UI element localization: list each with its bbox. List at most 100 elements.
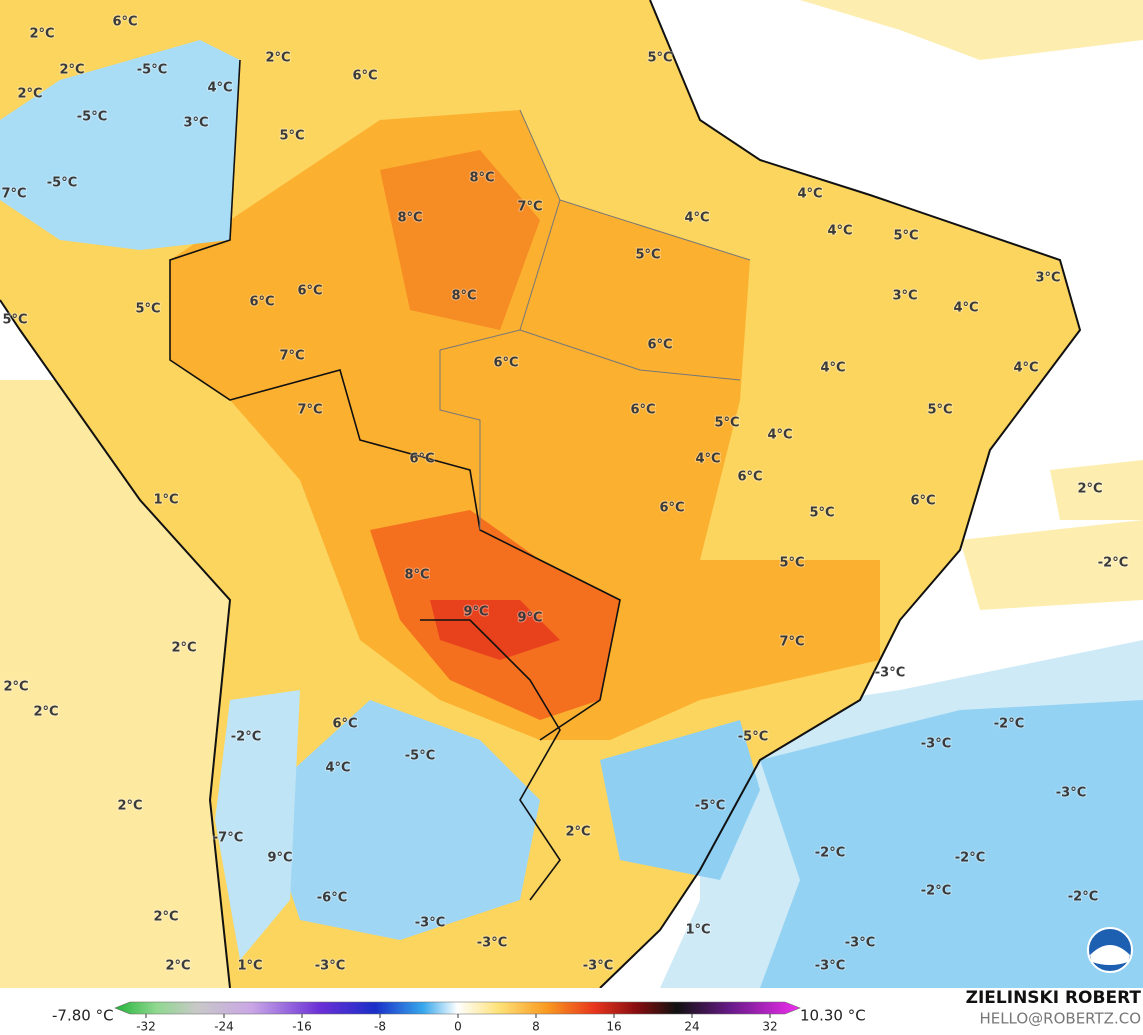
temperature-label: -5°C: [695, 799, 725, 814]
temperature-label: 1°C: [685, 923, 710, 938]
temperature-label: 4°C: [695, 452, 720, 467]
temperature-label: 7°C: [279, 349, 304, 364]
temperature-label: 3°C: [1035, 271, 1060, 286]
temperature-label: 1°C: [153, 493, 178, 508]
temperature-label: 2°C: [33, 705, 58, 720]
colorbar-ramp: [114, 1001, 801, 1015]
temperature-label: 2°C: [3, 680, 28, 695]
temperature-label: 5°C: [893, 229, 918, 244]
temperature-label: -2°C: [815, 846, 845, 861]
colorbar-tick-label: 16: [606, 1020, 621, 1034]
temperature-label: 2°C: [165, 959, 190, 974]
colorbar-tick-label: -32: [136, 1020, 156, 1034]
temperature-label: -7°C: [213, 831, 243, 846]
temperature-label: -2°C: [921, 884, 951, 899]
temperature-label: 6°C: [737, 470, 762, 485]
temperature-label: 5°C: [635, 248, 660, 263]
temperature-label: 2°C: [1077, 482, 1102, 497]
temperature-label: -2°C: [994, 717, 1024, 732]
temperature-label: 4°C: [767, 428, 792, 443]
temperature-label: 5°C: [2, 313, 27, 328]
temperature-label: 7°C: [517, 200, 542, 215]
temperature-label: 7°C: [297, 403, 322, 418]
temperature-label: 6°C: [112, 15, 137, 30]
noaa-logo-bird: [1090, 945, 1130, 965]
temperature-label: -3°C: [315, 959, 345, 974]
temperature-label: 8°C: [397, 211, 422, 226]
temperature-label: 6°C: [409, 452, 434, 467]
temperature-label: 2°C: [29, 27, 54, 42]
temperature-label: 8°C: [469, 171, 494, 186]
temperature-label: 6°C: [630, 403, 655, 418]
temperature-label: 1°C: [237, 959, 262, 974]
colorbar-min-label: -7.80 °C: [52, 1007, 114, 1025]
temperature-label: -5°C: [77, 110, 107, 125]
colorbar-tick-label: -16: [292, 1020, 312, 1034]
temperature-label: 3°C: [183, 116, 208, 131]
temperature-label: -5°C: [137, 63, 167, 78]
temperature-label: 4°C: [797, 187, 822, 202]
temperature-label: -3°C: [845, 936, 875, 951]
temperature-label: 5°C: [647, 51, 672, 66]
temperature-label: -3°C: [815, 959, 845, 974]
temperature-label: 5°C: [135, 302, 160, 317]
credits: ZIELINSKI ROBERT HELLO@ROBERTZ.CO: [966, 927, 1142, 1028]
temperature-label: -3°C: [875, 666, 905, 681]
temperature-label: 4°C: [820, 361, 845, 376]
credit-author: ZIELINSKI ROBERT: [966, 988, 1142, 1008]
temperature-label: 5°C: [809, 506, 834, 521]
temperature-label: 2°C: [59, 63, 84, 78]
temperature-label: -5°C: [738, 730, 768, 745]
colorbar-tick-label: 8: [532, 1020, 540, 1034]
temperature-label: 6°C: [352, 69, 377, 84]
temperature-label: -2°C: [1068, 890, 1098, 905]
credit-contact: HELLO@ROBERTZ.CO: [979, 1010, 1141, 1028]
colorbar-tick-label: 24: [684, 1020, 699, 1034]
temperature-label: 7°C: [1, 187, 26, 202]
temperature-label: 6°C: [659, 501, 684, 516]
temperature-label: 2°C: [17, 87, 42, 102]
temperature-label: 4°C: [684, 211, 709, 226]
temperature-label: 4°C: [827, 224, 852, 239]
temperature-label: 2°C: [565, 825, 590, 840]
colorbar-tick-label: 32: [762, 1020, 777, 1034]
colorbar-tick-label: 0: [454, 1020, 462, 1034]
colorbar: -7.80 °C 10.30 °C -32 -24 -16 -8 0 8 16 24 32: [0, 988, 1143, 1035]
temperature-labels: 6°C 2°C 2°C -5°C 4°C 2°C 6°C 2°C -5°C 3°C 5°C 5°C -5…: [0, 14, 1129, 975]
temperature-label: 6°C: [910, 494, 935, 509]
temperature-label: 9°C: [463, 605, 488, 620]
temperature-label: 8°C: [451, 289, 476, 304]
temperature-label: -3°C: [415, 916, 445, 931]
temperature-label: -3°C: [477, 936, 507, 951]
temperature-label: 5°C: [927, 403, 952, 418]
temperature-label: 6°C: [332, 717, 357, 732]
temperature-label: 2°C: [265, 51, 290, 66]
colorbar-tick-label: -24: [214, 1020, 234, 1034]
temperature-label: -2°C: [955, 851, 985, 866]
map-background: [0, 0, 1143, 989]
temperature-label: 5°C: [779, 556, 804, 571]
temperature-label: -3°C: [583, 959, 613, 974]
temperature-label: 4°C: [953, 301, 978, 316]
temperature-label: -5°C: [405, 749, 435, 764]
temperature-label: 7°C: [779, 635, 804, 650]
temperature-label: 9°C: [517, 611, 542, 626]
temperature-label: 4°C: [325, 761, 350, 776]
temperature-label: 6°C: [249, 295, 274, 310]
temperature-label: 6°C: [493, 356, 518, 371]
temperature-label: 5°C: [714, 416, 739, 431]
temperature-label: -5°C: [47, 176, 77, 191]
temperature-label: -2°C: [1098, 556, 1128, 571]
temperature-label: 2°C: [171, 641, 196, 656]
temperature-label: -3°C: [921, 737, 951, 752]
temperature-label: -3°C: [1056, 786, 1086, 801]
temperature-label: 4°C: [1013, 361, 1038, 376]
temperature-label: 2°C: [153, 910, 178, 925]
temperature-label: -2°C: [231, 730, 261, 745]
temperature-label: -6°C: [317, 891, 347, 906]
temperature-label: 5°C: [279, 129, 304, 144]
temperature-label: 6°C: [647, 338, 672, 353]
temperature-label: 8°C: [404, 568, 429, 583]
temperature-label: 4°C: [207, 81, 232, 96]
